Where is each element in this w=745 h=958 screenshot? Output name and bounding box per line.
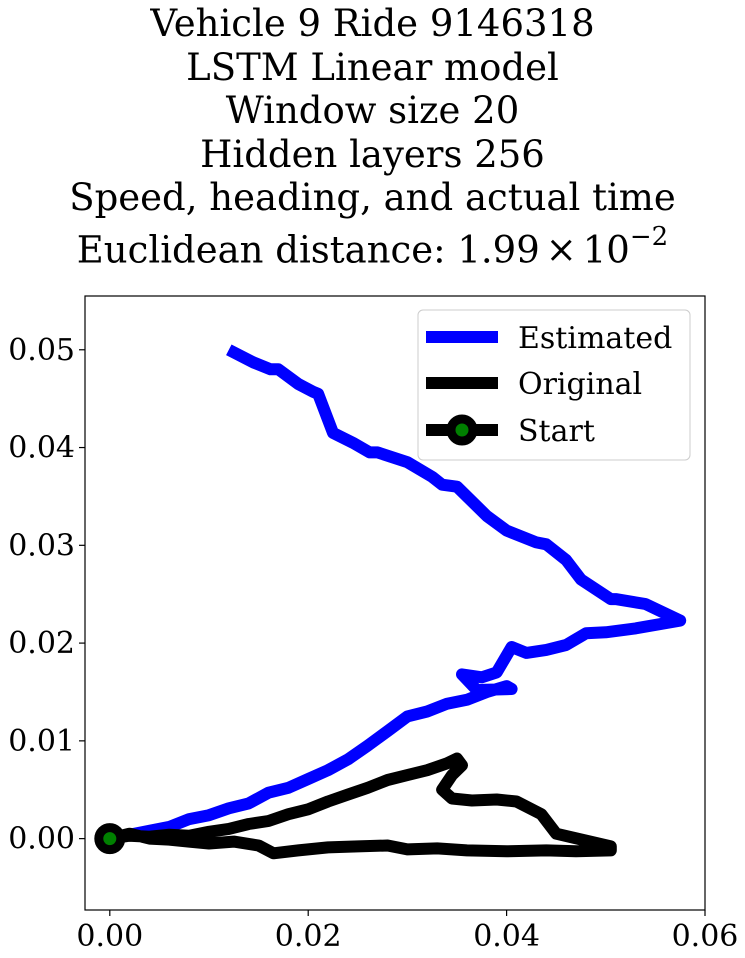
- y-tick-label: 0.04: [8, 431, 75, 466]
- y-tick-label: 0.00: [8, 822, 75, 857]
- distance-exponent: −2: [629, 221, 669, 252]
- start-marker: [94, 823, 126, 855]
- legend: Estimated Original Start: [417, 309, 691, 461]
- title-line-distance: Euclidean distance: 1.99 × 10−2: [0, 220, 745, 272]
- distance-base: 10: [582, 227, 630, 271]
- axes-frame: [84, 295, 706, 911]
- chart-title: Vehicle 9 Ride 9146318 LSTM Linear model…: [0, 2, 745, 271]
- legend-label-original: Original: [518, 367, 642, 402]
- legend-box: [417, 309, 691, 461]
- title-line-window: Window size 20: [225, 89, 520, 132]
- distance-prefix: Euclidean distance: 1.99: [76, 227, 540, 271]
- legend-swatch-start-marker: [446, 414, 478, 446]
- legend-label-estimated: Estimated: [518, 321, 672, 356]
- x-tick-label: 0.06: [672, 919, 739, 954]
- title-line-hidden: Hidden layers 256: [200, 132, 545, 176]
- x-axis: 0.00 0.02 0.04 0.06: [76, 910, 738, 954]
- x-tick-label: 0.04: [473, 919, 540, 954]
- title-line-features: Speed, heading, and actual time: [69, 176, 676, 219]
- x-tick-label: 0.00: [76, 919, 143, 954]
- series-line-estimated: [108, 344, 687, 845]
- y-tick-label: 0.03: [8, 528, 75, 563]
- plot-lines: [94, 344, 687, 860]
- distance-times: ×: [545, 227, 577, 271]
- title-line-model: LSTM Linear model: [186, 45, 559, 89]
- y-tick-label: 0.01: [8, 724, 75, 759]
- y-axis: 0.00 0.01 0.02 0.03 0.04 0.05: [8, 333, 85, 857]
- title-line-vehicle: Vehicle 9 Ride 9146318: [150, 2, 595, 45]
- y-tick-label: 0.05: [8, 333, 75, 368]
- legend-label-start: Start: [518, 414, 595, 449]
- series-line-original: [108, 752, 617, 860]
- x-tick-label: 0.02: [275, 919, 342, 954]
- y-tick-label: 0.02: [8, 626, 75, 661]
